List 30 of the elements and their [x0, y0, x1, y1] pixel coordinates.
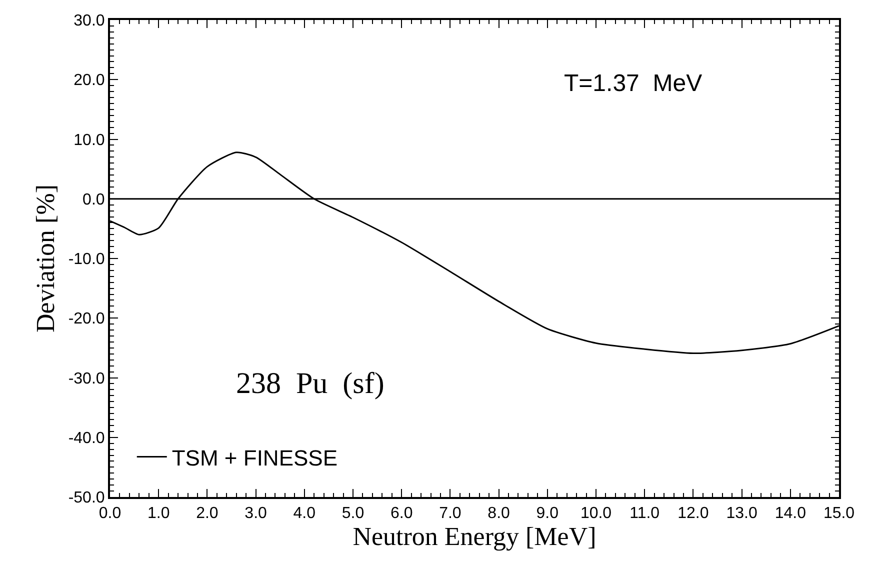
x-axis-title: Neutron Energy [MeV] [352, 522, 596, 552]
x-tick-label: 6.0 [390, 505, 413, 522]
x-tick-label: 5.0 [342, 505, 364, 522]
annotation: 238 Pu (sf) [236, 367, 384, 400]
x-tick-label: 14.0 [774, 505, 806, 522]
y-tick-label: -50.0 [68, 490, 105, 507]
y-tick-label: -40.0 [68, 430, 105, 447]
x-tick-label: 13.0 [726, 505, 758, 522]
y-tick-label: 10.0 [74, 132, 105, 149]
x-tick-label: 11.0 [630, 505, 660, 522]
y-tick-label: -10.0 [68, 251, 105, 268]
x-tick-label: 8.0 [488, 505, 510, 522]
x-tick-label: 15.0 [823, 505, 855, 522]
x-tick-label: 7.0 [439, 505, 462, 522]
y-axis-title: Deviation [%] [31, 184, 60, 333]
x-tick-label: 1.0 [147, 505, 170, 522]
x-tick-label: 3.0 [244, 505, 268, 522]
y-tick-label: 30.0 [74, 12, 105, 30]
x-tick-label: 9.0 [536, 505, 559, 522]
x-tick-label: 2.0 [196, 505, 218, 522]
x-tick-label: 12.0 [678, 505, 709, 522]
x-tick-label: 0.0 [98, 505, 122, 522]
annotation: T=1.37 MeV [564, 70, 702, 97]
y-tick-label: 20.0 [74, 72, 105, 90]
x-tick-label: 10.0 [580, 505, 612, 522]
legend-label: TSM + FINESSE [172, 445, 338, 470]
y-tick-label: 0.0 [82, 191, 105, 208]
y-tick-label: -20.0 [68, 310, 105, 328]
x-tick-label: 4.0 [293, 505, 316, 522]
y-tick-label: -30.0 [68, 370, 105, 388]
